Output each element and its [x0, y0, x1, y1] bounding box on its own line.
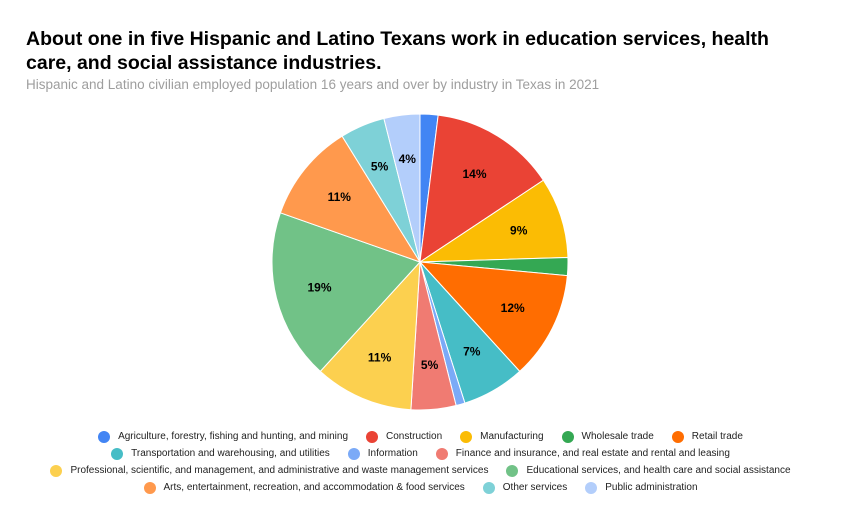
legend-item-0: Agriculture, forestry, fishing and hunti… [98, 430, 349, 443]
legend-swatch-6 [347, 447, 360, 460]
legend-swatch-9 [506, 464, 519, 477]
legend-label-7: Finance and insurance, and real estate a… [455, 448, 730, 459]
pie-data-label-5: 7% [463, 345, 481, 359]
legend-swatch-8 [50, 464, 63, 477]
legend-swatch-10 [143, 481, 156, 494]
pie-data-label-10: 11% [328, 190, 352, 204]
legend-item-1: Construction [366, 430, 443, 443]
legend-row-3: Arts, entertainment, recreation, and acc… [0, 479, 841, 496]
legend-item-9: Educational services, and health care an… [506, 464, 791, 477]
legend-label-6: Information [367, 448, 418, 459]
legend-swatch-5 [111, 447, 124, 460]
pie-data-label-12: 4% [399, 152, 417, 166]
legend-label-11: Other services [502, 482, 568, 493]
pie-data-label-8: 11% [368, 350, 392, 364]
legend-item-2: Manufacturing [460, 430, 544, 443]
pie-slices [271, 113, 569, 411]
chart-subtitle: Hispanic and Latino civilian employed po… [26, 77, 600, 92]
legend-item-7: Finance and insurance, and real estate a… [435, 447, 730, 460]
legend-swatch-3 [561, 430, 574, 443]
legend-label-8: Professional, scientific, and management… [70, 465, 489, 476]
legend-label-1: Construction [386, 431, 443, 442]
legend-row-1: Transportation and warehousing, and util… [0, 445, 841, 462]
legend-label-9: Educational services, and health care an… [526, 465, 791, 476]
pie-data-label-9: 19% [307, 280, 331, 294]
legend-swatch-7 [435, 447, 448, 460]
pie-data-label-11: 5% [371, 160, 389, 174]
legend-label-4: Retail trade [691, 431, 743, 442]
legend-swatch-12 [585, 481, 598, 494]
legend-swatch-4 [671, 430, 684, 443]
pie-slice-2 [418, 179, 569, 263]
chart-legend: Agriculture, forestry, fishing and hunti… [0, 428, 841, 496]
legend-swatch-11 [482, 481, 495, 494]
pie-data-label-2: 9% [510, 224, 528, 238]
legend-item-10: Arts, entertainment, recreation, and acc… [143, 481, 465, 494]
pie-slice-8 [319, 260, 421, 411]
pie-chart: 14% 9% 12% 7% 5% 11% 19% 11% 5% 4% [271, 113, 569, 411]
legend-item-12: Public administration [585, 481, 698, 494]
pie-slice-9 [271, 212, 421, 373]
legend-item-5: Transportation and warehousing, and util… [111, 447, 330, 460]
pie-slice-12 [383, 113, 421, 263]
legend-item-3: Wholesale trade [561, 430, 654, 443]
pie-slice-1 [419, 114, 545, 264]
pie-data-label-1: 14% [462, 167, 486, 181]
legend-swatch-0 [98, 430, 111, 443]
pie-data-label-7: 5% [421, 358, 439, 372]
chart-title: About one in five Hispanic and Latino Te… [26, 28, 769, 74]
legend-row-0: Agriculture, forestry, fishing and hunti… [0, 428, 841, 445]
legend-label-0: Agriculture, forestry, fishing and hunti… [118, 431, 349, 442]
legend-label-2: Manufacturing [480, 431, 544, 442]
pie-data-labels: 14% 9% 12% 7% 5% 11% 19% 11% 5% 4% [307, 152, 527, 372]
pie-slice-10 [279, 135, 422, 263]
legend-swatch-2 [460, 430, 473, 443]
legend-item-8: Professional, scientific, and management… [50, 464, 489, 477]
legend-swatch-1 [366, 430, 379, 443]
legend-label-5: Transportation and warehousing, and util… [131, 448, 330, 459]
legend-item-11: Other services [482, 481, 568, 494]
legend-item-6: Information [347, 447, 418, 460]
legend-label-10: Arts, entertainment, recreation, and acc… [163, 482, 465, 493]
legend-item-4: Retail trade [671, 430, 743, 443]
legend-label-12: Public administration [605, 482, 698, 493]
pie-slice-4 [418, 261, 568, 373]
legend-row-2: Professional, scientific, and management… [0, 462, 841, 479]
legend-label-3: Wholesale trade [581, 431, 654, 442]
pie-data-label-4: 12% [501, 301, 525, 315]
